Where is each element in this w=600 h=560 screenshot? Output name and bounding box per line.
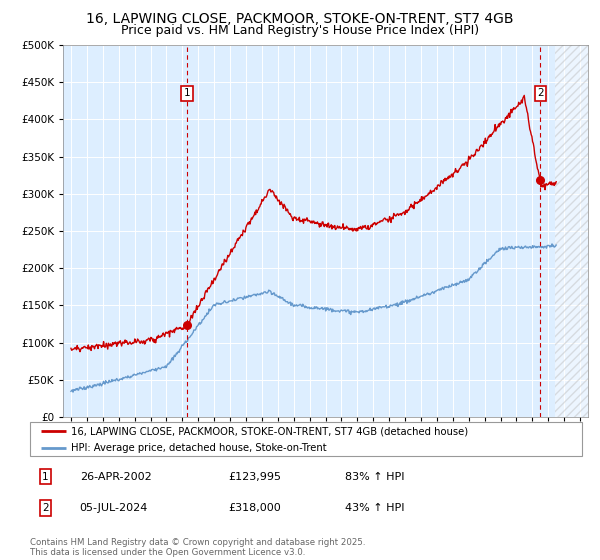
Text: Contains HM Land Registry data © Crown copyright and database right 2025.
This d: Contains HM Land Registry data © Crown c… xyxy=(30,538,365,557)
Text: 16, LAPWING CLOSE, PACKMOOR, STOKE-ON-TRENT, ST7 4GB (detached house): 16, LAPWING CLOSE, PACKMOOR, STOKE-ON-TR… xyxy=(71,426,469,436)
Text: Price paid vs. HM Land Registry's House Price Index (HPI): Price paid vs. HM Land Registry's House … xyxy=(121,24,479,37)
Text: 1: 1 xyxy=(42,472,49,482)
Text: 2: 2 xyxy=(537,88,544,98)
Text: 16, LAPWING CLOSE, PACKMOOR, STOKE-ON-TRENT, ST7 4GB: 16, LAPWING CLOSE, PACKMOOR, STOKE-ON-TR… xyxy=(86,12,514,26)
Text: £318,000: £318,000 xyxy=(229,503,281,513)
Text: 2: 2 xyxy=(42,503,49,513)
Bar xyxy=(554,45,588,417)
Text: 83% ↑ HPI: 83% ↑ HPI xyxy=(344,472,404,482)
Text: 1: 1 xyxy=(184,88,191,98)
Text: 26-APR-2002: 26-APR-2002 xyxy=(80,472,151,482)
Text: £123,995: £123,995 xyxy=(229,472,282,482)
Text: 43% ↑ HPI: 43% ↑ HPI xyxy=(344,503,404,513)
Text: HPI: Average price, detached house, Stoke-on-Trent: HPI: Average price, detached house, Stok… xyxy=(71,443,327,452)
Text: 05-JUL-2024: 05-JUL-2024 xyxy=(80,503,148,513)
